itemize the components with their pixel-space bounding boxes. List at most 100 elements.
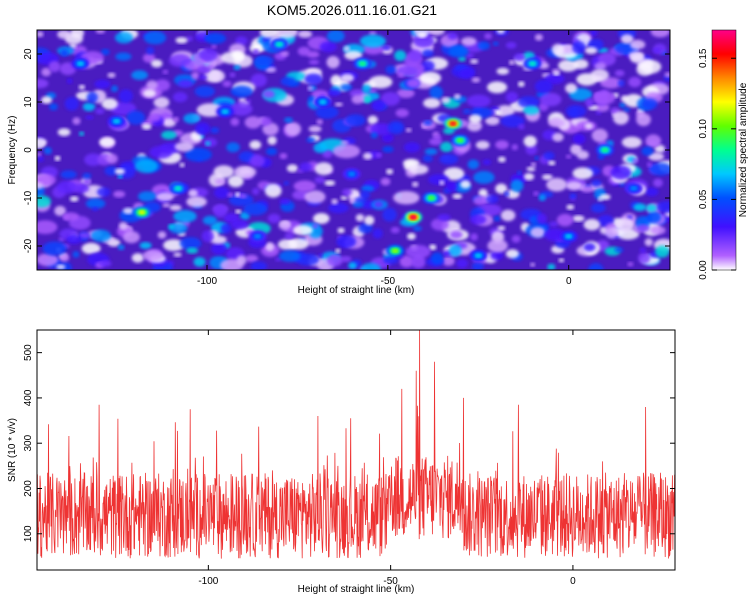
heatmap-cell [163, 70, 169, 74]
heatmap-cell [431, 252, 443, 264]
heatmap-cell [250, 262, 267, 271]
heatmap-cell [487, 81, 507, 93]
heatmap-cell [651, 26, 670, 38]
heatmap-cell [32, 195, 51, 207]
heatmap-cell [221, 223, 232, 233]
heatmap-cell [169, 54, 191, 67]
heatmap-cell [320, 41, 337, 52]
heatmap-cell [664, 72, 672, 77]
heatmap-cell [284, 181, 289, 185]
heatmap-cell [117, 175, 122, 179]
heatmap-cell [65, 97, 79, 111]
heatmap-cell [469, 114, 482, 123]
heatmap-cell [364, 216, 374, 226]
heatmap-cell [552, 44, 565, 56]
heatmap-cell [511, 179, 524, 192]
heatmap-cell [353, 202, 364, 208]
heatmap-cell [548, 118, 565, 127]
heatmap-cell [363, 95, 372, 103]
heatmap-hotspot [176, 187, 181, 190]
heatmap-cell [158, 231, 167, 238]
heatmap-cell [585, 47, 598, 54]
heatmap-cell [55, 156, 61, 161]
heatmap-cell [309, 126, 322, 133]
heatmap-hotspot [349, 173, 354, 176]
heatmap-cell [614, 247, 623, 252]
snr-y-tick-label: 300 [23, 434, 34, 451]
heatmap-cell [393, 191, 419, 204]
heatmap-cell [56, 265, 65, 270]
heatmap-cell [266, 148, 277, 156]
heatmap-cell [381, 178, 391, 186]
snr-y-tick-label: 400 [23, 389, 34, 406]
heatmap-cell [275, 26, 298, 39]
heatmap-cell [472, 77, 481, 82]
heatmap-cell [398, 73, 405, 78]
heatmap-cell [211, 242, 227, 254]
heatmap-cell [470, 59, 478, 64]
heatmap-cell [107, 73, 115, 78]
snr-y-tick-label: 100 [23, 525, 34, 542]
heatmap-hotspot [393, 249, 398, 252]
heatmap-cell [214, 187, 230, 199]
heatmap-y-tick-label: -10 [23, 190, 34, 205]
heatmap-cell [420, 72, 441, 85]
heatmap-cell [123, 231, 140, 243]
heatmap-cell [485, 116, 500, 125]
heatmap-cell [162, 203, 170, 207]
heatmap-y-tick-label: 20 [23, 48, 34, 60]
heatmap-cell [498, 226, 506, 231]
heatmap-cell [96, 28, 106, 34]
heatmap-cell [537, 214, 547, 224]
heatmap-cell [203, 216, 217, 225]
heatmap-cell [572, 41, 585, 54]
heatmap-cell [653, 48, 661, 53]
heatmap-cell [79, 132, 84, 136]
heatmap-cell [342, 189, 352, 196]
heatmap-cell [143, 250, 163, 261]
heatmap-cell [433, 135, 441, 140]
heatmap-cell [215, 179, 225, 185]
heatmap-cell [407, 79, 420, 88]
heatmap-cell [509, 60, 514, 65]
heatmap-cell [138, 191, 156, 201]
heatmap-cell [327, 254, 343, 266]
heatmap-cell [645, 238, 653, 246]
heatmap-cell [424, 120, 432, 125]
heatmap-cell [404, 142, 420, 152]
heatmap-cell [180, 163, 185, 167]
heatmap-cell [232, 51, 245, 61]
heatmap-cell [118, 245, 125, 251]
heatmap-cell [170, 205, 182, 211]
heatmap-cell [249, 140, 261, 149]
heatmap-cell [173, 210, 196, 223]
heatmap-cell [407, 233, 416, 240]
heatmap-cell [572, 215, 584, 221]
heatmap-cell [459, 68, 475, 79]
heatmap-cell [335, 102, 343, 106]
heatmap-cell [230, 118, 239, 126]
heatmap-cell [495, 140, 509, 149]
heatmap-cell [360, 190, 370, 199]
heatmap-cell [585, 98, 594, 107]
heatmap-cell [281, 51, 289, 56]
heatmap-cell [524, 173, 534, 180]
heatmap-cell [176, 37, 188, 43]
heatmap-cell [531, 163, 536, 167]
heatmap-cell [577, 150, 589, 159]
colorbar-tick-label: 0.10 [698, 119, 709, 139]
heatmap-cell [63, 212, 79, 221]
heatmap-cell [413, 226, 422, 231]
heatmap-hotspot [429, 197, 434, 200]
heatmap-cell [645, 134, 661, 147]
heatmap-cell [83, 103, 95, 112]
heatmap-cell [337, 228, 344, 234]
heatmap-cell [368, 116, 378, 125]
heatmap-hotspot [277, 43, 282, 46]
heatmap-cell [102, 98, 118, 109]
heatmap-y-tick-label: 0 [23, 147, 34, 153]
heatmap-hotspot [321, 101, 326, 104]
heatmap-cell [278, 239, 298, 250]
heatmap-cell [149, 146, 172, 159]
heatmap-cell [194, 257, 206, 267]
